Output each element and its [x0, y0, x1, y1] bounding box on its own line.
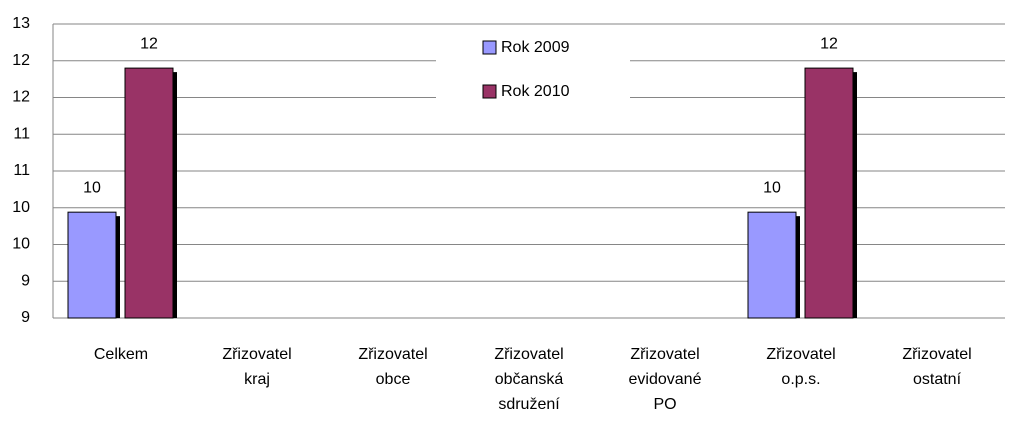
x-tick-label: Zřizovatel obce [358, 346, 428, 388]
bar [124, 67, 174, 319]
data-label: 10 [763, 179, 781, 196]
legend-swatch [482, 40, 497, 55]
bar [747, 211, 797, 319]
legend-label: Rok 2010 [501, 83, 570, 100]
x-tick-label: Zřizovatel ostatní [902, 346, 972, 388]
y-tick-label: 11 [13, 162, 30, 179]
y-tick-label: 12 [12, 89, 30, 106]
x-tick-label: Zřizovatel o.p.s. [766, 346, 836, 388]
data-label: 12 [140, 35, 158, 52]
y-tick-label: 9 [21, 272, 30, 289]
x-tick-label: Celkem [93, 346, 149, 363]
data-label: 10 [83, 179, 101, 196]
x-tick-label: Zřizovatel kraj [222, 346, 292, 388]
legend-swatch [482, 84, 497, 99]
x-tick-label: Zřizovatel evidované PO [628, 346, 702, 413]
legend-box [436, 28, 630, 112]
y-tick-label: 10 [12, 236, 30, 253]
y-tick-label: 11 [13, 125, 30, 142]
x-tick-label: Zřizovatel občanská sdružení [494, 346, 564, 413]
legend-label: Rok 2009 [501, 39, 570, 56]
y-tick-label: 12 [12, 52, 30, 69]
y-tick-label: 10 [12, 199, 30, 216]
bar [67, 211, 117, 319]
bar [804, 67, 854, 319]
y-tick-label: 9 [21, 309, 30, 326]
data-label: 12 [820, 35, 838, 52]
y-tick-label: 13 [12, 15, 30, 32]
